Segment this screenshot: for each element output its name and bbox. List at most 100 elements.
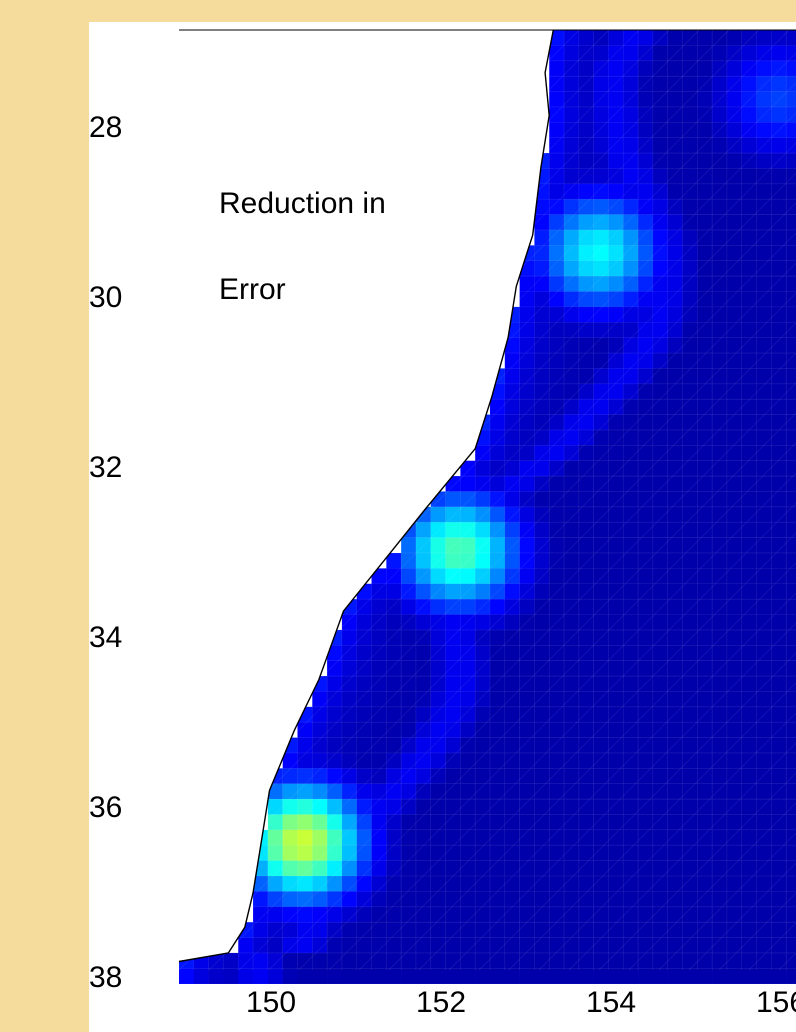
heatmap-cell [786,952,796,969]
heatmap-cell [638,353,654,369]
heatmap-cell [652,522,668,538]
heatmap-cell [564,783,580,800]
heatmap-cell [726,91,743,108]
heatmap-cell [638,891,654,908]
heatmap-cell [341,706,357,723]
heatmap-cell [771,768,787,785]
heatmap-cell [741,245,757,262]
heatmap-cell [652,245,668,262]
lat-tick-label: 30 [89,281,123,314]
heatmap-cell [623,660,639,677]
heatmap-cell [460,845,476,861]
heatmap-cell [519,383,535,400]
heatmap-cell [327,860,343,877]
heatmap-cell [593,322,609,338]
heatmap-cell [578,706,594,723]
heatmap-cell [371,645,387,661]
heatmap-cell [386,799,402,815]
heatmap-cell [638,168,654,185]
heatmap-cell [623,306,639,323]
heatmap-cell [667,368,683,385]
heatmap-cell [682,737,698,754]
heatmap-cell [608,106,624,123]
lat-tick-label: 32 [89,451,123,484]
heatmap-cell [786,537,796,554]
heatmap-cell [771,952,787,969]
heatmap-cell [519,599,535,615]
heatmap-cell [371,737,387,754]
heatmap-cell [504,722,520,738]
heatmap-cell [534,491,550,508]
heatmap-cell [208,968,224,984]
heatmap-cell [682,30,698,46]
heatmap-cell [430,922,446,938]
heatmap-cell [638,60,654,77]
heatmap-cell [593,552,609,569]
heatmap-cell [578,814,594,831]
heatmap-cell [549,660,565,677]
heatmap-cell [549,353,565,369]
heatmap-cell [519,783,535,800]
heatmap-cell [297,937,313,954]
heatmap-cell [697,214,713,231]
heatmap-cell [475,506,491,523]
heatmap-cell [741,737,757,754]
heatmap-cell [564,891,580,908]
heatmap-cell [726,737,743,754]
heatmap-cell [741,522,757,538]
heatmap-cell [534,414,550,431]
heatmap-cell [386,860,402,877]
heatmap-cell [652,491,668,508]
heatmap-cell [401,783,417,800]
heatmap-cell [667,506,683,523]
heatmap-cell [741,91,757,108]
heatmap-cell [638,814,654,831]
heatmap-cell [623,876,639,892]
heatmap-cell [667,229,683,246]
heatmap-cell [652,322,668,338]
heatmap-cell [564,752,580,769]
heatmap-cell [697,660,713,677]
heatmap-cell [578,783,594,800]
heatmap-cell [697,276,713,292]
heatmap-cell [534,276,550,292]
heatmap-cell [608,522,624,538]
heatmap-cell [608,552,624,569]
heatmap-cell [401,737,417,754]
heatmap-cell [697,106,713,123]
heatmap-cell [652,968,668,984]
heatmap-cell [519,660,535,677]
heatmap-cell [756,491,772,508]
heatmap-cell [475,922,491,938]
heatmap-cell [638,383,654,400]
heatmap-cell [504,460,520,477]
heatmap-cell [489,922,506,938]
heatmap-cell [564,168,580,185]
heatmap-cell [593,137,609,154]
heatmap-cell [623,460,639,477]
heatmap-cell [608,322,624,338]
heatmap-cell [726,306,743,323]
heatmap-cell [712,599,728,615]
heatmap-cell [682,691,698,708]
heatmap-cell [549,491,565,508]
heatmap-cell [608,845,624,861]
heatmap-cell [638,768,654,785]
heatmap-cell [667,337,683,354]
heatmap-cell [638,799,654,815]
heatmap-cell [564,445,580,461]
heatmap-cell [712,614,728,631]
heatmap-cell [341,922,357,938]
heatmap-cell [756,199,772,215]
heatmap-cell [682,291,698,308]
heatmap-cell [712,137,728,154]
heatmap-cell [223,952,239,969]
heatmap-cell [667,445,683,461]
heatmap-cell [682,660,698,677]
heatmap-cell [786,445,796,461]
heatmap-cell [756,952,772,969]
heatmap-cell [430,952,446,969]
heatmap-cell [475,476,491,492]
heatmap-cell [549,552,565,569]
heatmap-cell [371,752,387,769]
